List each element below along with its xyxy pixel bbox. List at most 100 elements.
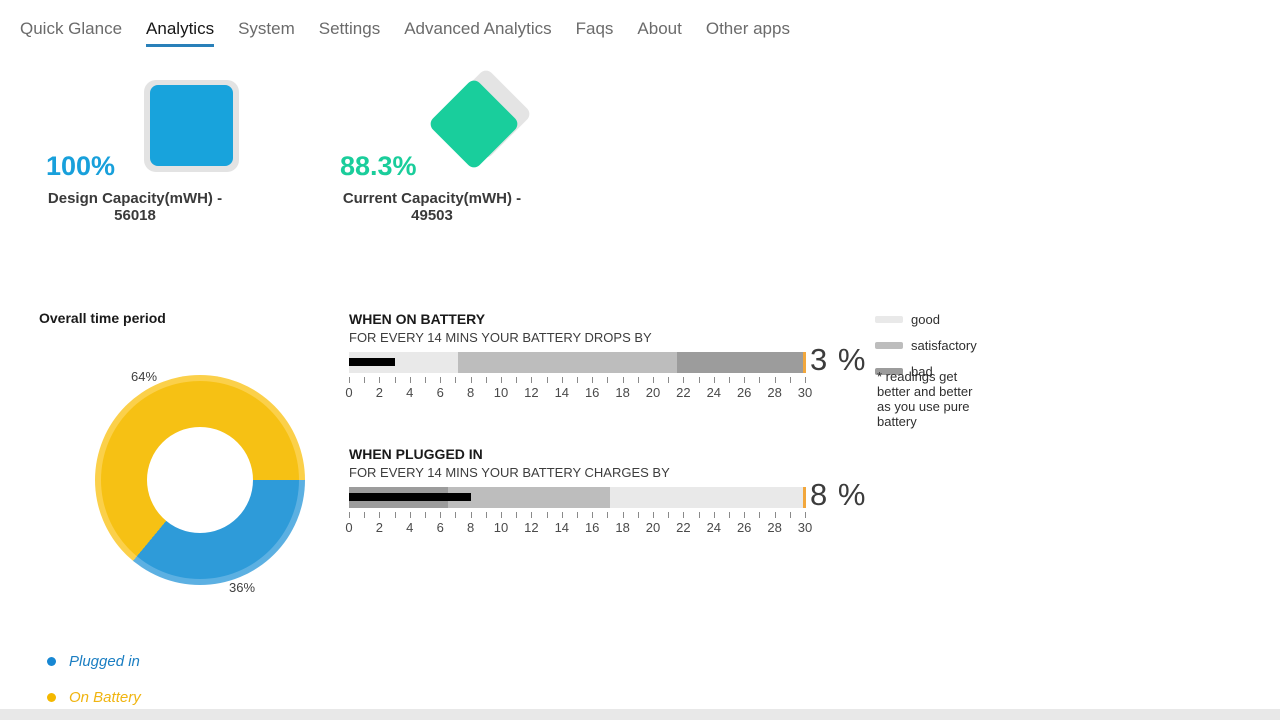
nav-item-quick-glance[interactable]: Quick Glance	[20, 19, 123, 38]
gauge-tick	[500, 377, 502, 383]
gauge-tick-label: 4	[406, 520, 414, 535]
gauge-band-satisfactory	[458, 352, 678, 373]
nav-item-advanced-analytics[interactable]: Advanced Analytics	[404, 19, 552, 38]
nav-item-settings[interactable]: Settings	[318, 19, 381, 38]
gauge-tick	[805, 377, 806, 383]
gauge-tick	[683, 512, 685, 518]
current-capacity-caption: Current Capacity(mWH) - 49503	[342, 190, 522, 224]
nav-item-about[interactable]: About	[637, 19, 682, 38]
gauge-tick-label: 0	[345, 520, 353, 535]
gauge-value: 8 %	[810, 477, 867, 512]
gauge-tick	[500, 512, 502, 518]
gauge-tick-label: 18	[615, 520, 630, 535]
nav-item-faqs[interactable]: Faqs	[575, 19, 614, 38]
gauge-tick	[470, 512, 472, 518]
gauge-band-bad	[677, 352, 805, 373]
gauge-legend-note: * readings get better and better as you …	[877, 369, 973, 429]
donut-slice-label-on-battery: 64%	[131, 369, 158, 384]
nav-item-system[interactable]: System	[238, 19, 295, 38]
legend-swatch-icon	[875, 316, 903, 323]
gauge-title: WHEN PLUGGED IN	[349, 446, 483, 462]
nav-item-other-apps[interactable]: Other apps	[705, 19, 790, 38]
gauge-tick-label: 16	[584, 385, 600, 400]
gauge-tick-label: 22	[676, 520, 691, 535]
gauge-tick-label: 8	[466, 385, 475, 400]
gauge-tick	[561, 377, 563, 383]
gauge-tick-label: 10	[493, 385, 509, 400]
gauge-tick-label: 6	[436, 385, 444, 400]
gauge-subtitle: FOR EVERY 14 MINS YOUR BATTERY DROPS BY	[349, 330, 652, 345]
gauge-tick	[364, 377, 366, 383]
gauge-tick	[668, 512, 670, 518]
gauge-tick	[379, 512, 381, 518]
gauge-tick	[516, 377, 518, 383]
gauge-tick-label: 16	[584, 520, 600, 535]
donut-slice-label-plugged-in: 36%	[229, 580, 256, 595]
gauge-tick-label: 0	[345, 385, 353, 400]
gauge-tick-label: 26	[736, 520, 752, 535]
gauge-tick	[668, 377, 670, 383]
gauge-tick-label: 2	[375, 520, 384, 535]
gauge-tick-labels: 0 2 4 6 8 10 12 14 16 18 20 22 24 26 28 30	[345, 520, 812, 536]
gauge-tick-label: 20	[645, 520, 661, 535]
legend-label: On Battery	[69, 689, 141, 706]
gauge-subtitle: FOR EVERY 14 MINS YOUR BATTERY CHARGES B…	[349, 465, 670, 480]
gauge-ticks	[349, 512, 806, 518]
gauge-tick-label: 24	[706, 385, 722, 400]
horizontal-scrollbar[interactable]	[0, 709, 1280, 720]
gauge-tick	[698, 377, 700, 383]
plugged-in-gauge: WHEN PLUGGED IN FOR EVERY 14 MINS YOUR B…	[345, 446, 888, 546]
gauge-band-good	[610, 487, 805, 508]
gauge-tick	[774, 512, 776, 518]
legend-dot-icon	[47, 693, 56, 702]
gauge-band-good	[349, 352, 459, 373]
gauge-tick-labels: 0 2 4 6 8 10 12 14 16 18 20 22 24 26 28 30	[345, 385, 812, 401]
gauge-marker	[803, 487, 806, 508]
gauge-tick	[713, 377, 715, 383]
gauge-tick-label: 14	[554, 520, 570, 535]
gauge-tick	[759, 512, 761, 518]
gauge-tick	[424, 512, 426, 518]
gauge-legend: good satisfactory bad * readings get bette…	[875, 312, 977, 429]
gauge-tick-label: 12	[524, 385, 539, 400]
gauge-tick	[652, 377, 654, 383]
gauge-ticks	[349, 377, 806, 383]
gauge-tick	[409, 512, 411, 518]
gauge-tick	[424, 377, 426, 383]
gauge-tick	[394, 512, 396, 518]
on-battery-gauge: WHEN ON BATTERY FOR EVERY 14 MINS YOUR B…	[345, 311, 888, 411]
gauge-marker	[803, 352, 806, 373]
legend-swatch-icon	[875, 342, 903, 349]
gauge-tick	[637, 377, 639, 383]
gauge-tick-label: 12	[524, 520, 539, 535]
gauge-tick	[440, 377, 442, 383]
gauge-tick	[364, 512, 366, 518]
gauge-legend-rows: good satisfactory bad	[875, 312, 977, 379]
gauge-tick	[349, 377, 350, 383]
donut-legend: Plugged in On Battery	[47, 653, 141, 706]
gauge-tick	[637, 512, 639, 518]
gauge-tick	[379, 377, 381, 383]
legend-label: satisfactory	[911, 338, 977, 353]
gauge-tick	[744, 377, 746, 383]
gauge-legend-item-bad: bad	[875, 364, 977, 379]
gauge-tick	[531, 512, 533, 518]
nav-item-analytics[interactable]: Analytics	[146, 19, 215, 47]
gauge-band-satisfactory	[447, 487, 611, 508]
top-nav: Quick Glance Analytics System Settings Advan…	[20, 19, 790, 47]
gauge-tick	[683, 377, 685, 383]
gauge-tick	[455, 512, 457, 518]
gauge-legend-item-good: good	[875, 312, 977, 327]
gauge-tick	[592, 512, 594, 518]
gauge-tick-label: 24	[706, 520, 722, 535]
gauge-tick-label: 6	[436, 520, 444, 535]
gauge-tick	[774, 377, 776, 383]
rounded-square-icon	[150, 85, 233, 166]
gauge-tick	[805, 512, 806, 518]
design-capacity-caption: Design Capacity(mWH) - 56018	[47, 190, 223, 224]
gauge-tick-label: 4	[406, 385, 414, 400]
gauge-tick-label: 18	[615, 385, 630, 400]
gauge-tick	[698, 512, 700, 518]
gauge-tick	[652, 512, 654, 518]
gauge-tick	[729, 377, 730, 383]
